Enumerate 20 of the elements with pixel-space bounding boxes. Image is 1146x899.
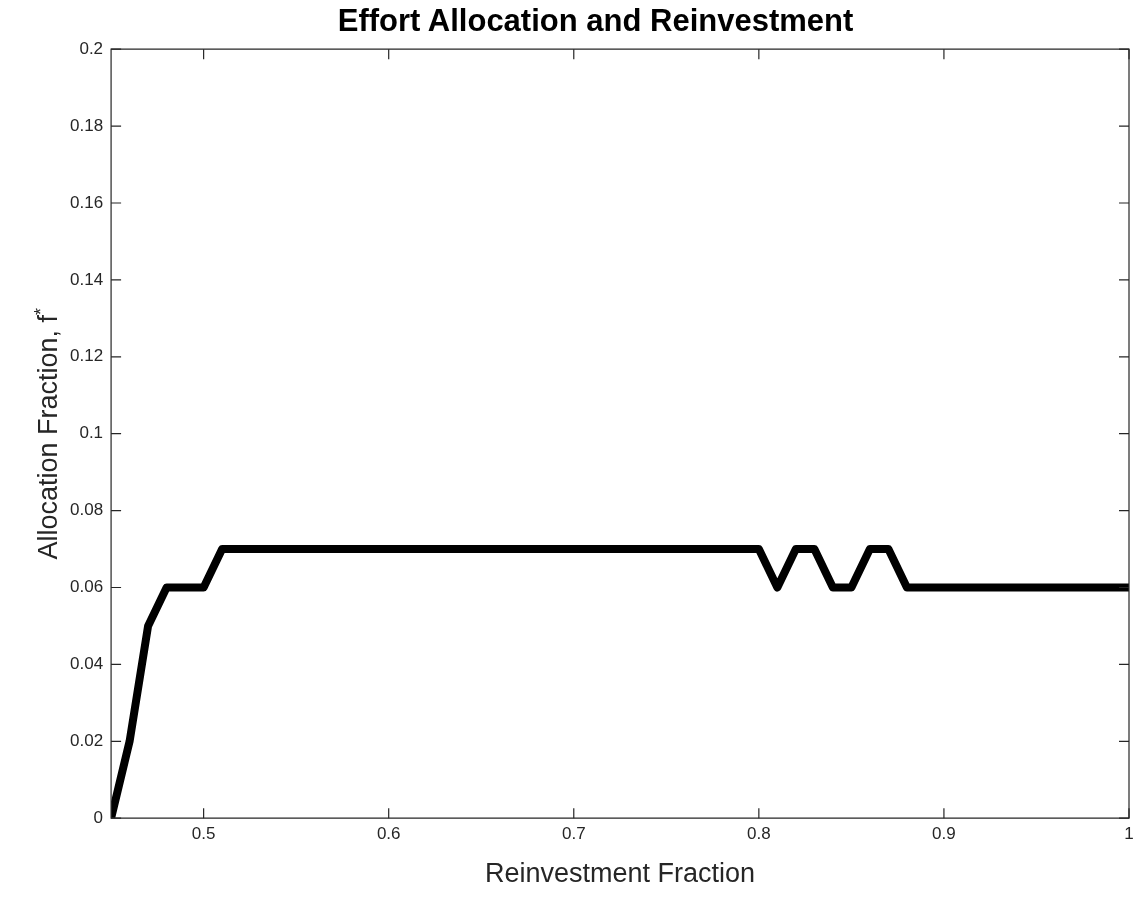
y-tick-label: 0.06 xyxy=(69,577,104,597)
y-tick-label: 0.04 xyxy=(69,654,104,674)
x-tick-label: 0.5 xyxy=(191,824,216,844)
x-tick-label: 0.9 xyxy=(932,824,956,844)
x-tick-label: 0.7 xyxy=(561,824,586,844)
x-tick-label: 1 xyxy=(1124,824,1134,844)
y-tick-label: 0.16 xyxy=(69,192,104,212)
x-tick-label: 0.8 xyxy=(747,824,771,844)
chart-title: Effort Allocation and Reinvestment xyxy=(337,3,854,39)
y-tick-label: 0.18 xyxy=(69,115,104,135)
y-tick-label: 0.02 xyxy=(69,730,104,750)
y-axis-title: Allocation Fraction, f* xyxy=(31,307,63,560)
y-tick-label: 0.2 xyxy=(79,38,104,58)
x-tick-label: 0.6 xyxy=(376,824,401,844)
y-tick-label: 0.14 xyxy=(69,269,104,289)
y-tick-label: 0.1 xyxy=(79,423,104,443)
x-axis-title: Reinvestment Fraction xyxy=(484,858,756,889)
y-tick-label: 0.08 xyxy=(69,500,104,520)
y-tick-label: 0.12 xyxy=(69,346,104,366)
y-tick-label: 0 xyxy=(93,807,104,827)
